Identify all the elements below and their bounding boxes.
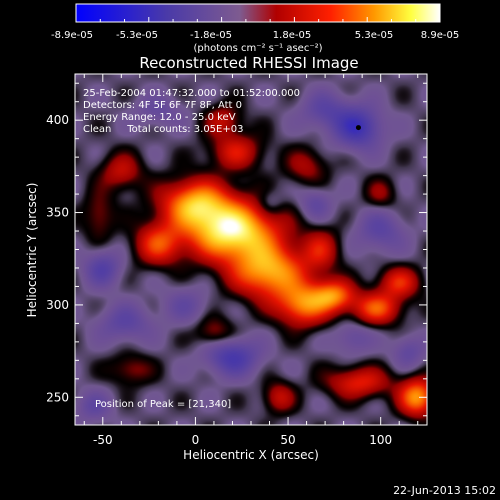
colorbar-tick-label: 5.3e-05 — [355, 30, 393, 41]
peak-position-label: Position of Peak = [21,340] — [95, 399, 231, 410]
colorbar-tick-label: -8.9e-05 — [51, 30, 93, 41]
annotation-detectors: Detectors: 4F 5F 6F 7F 8F, Att 0 — [83, 100, 242, 111]
heatmap-image — [75, 74, 427, 425]
annotation-energy-range: Energy Range: 12.0 - 25.0 keV — [83, 112, 236, 123]
colorbar — [75, 3, 441, 23]
chart-title: Reconstructed RHESSI Image — [139, 54, 358, 72]
x-tick-label: 50 — [280, 433, 295, 447]
footer-timestamp: 22-Jun-2013 15:02 — [393, 484, 496, 497]
y-tick-label: 300 — [46, 298, 69, 312]
x-tick-label: 100 — [369, 433, 392, 447]
x-tick-label: -50 — [93, 433, 113, 447]
x-tick-label: 0 — [192, 433, 200, 447]
colorbar-tick-label: 1.8e-05 — [273, 30, 311, 41]
info-annotations: 25-Feb-2004 01:47:32.000 to 01:52:00.000… — [83, 88, 300, 135]
colorbar-tick-label: -5.3e-05 — [116, 30, 158, 41]
y-tick-label: 250 — [46, 390, 69, 404]
colorbar-units-label: (photons cm⁻² s⁻¹ asec⁻²) — [193, 43, 322, 54]
colorbar-ticks — [75, 17, 441, 22]
y-axis-ticks — [75, 82, 427, 417]
annotation-time-range: 25-Feb-2004 01:47:32.000 to 01:52:00.000 — [83, 88, 300, 99]
y-tick-label: 350 — [46, 206, 69, 220]
colorbar-tick-label: -1.8e-05 — [190, 30, 232, 41]
x-axis-ticks — [83, 74, 419, 425]
y-tick-label: 400 — [46, 113, 69, 127]
y-axis-label: Heliocentric Y (arcsec) — [25, 183, 39, 318]
annotation-clean-counts: Clean Total counts: 3.05E+03 — [83, 124, 243, 135]
x-axis-label: Heliocentric X (arcsec) — [183, 448, 319, 462]
peak-marker — [355, 125, 361, 131]
colorbar-tick-label: 8.9e-05 — [421, 30, 459, 41]
colorbar-tick-labels: -8.9e-05 -5.3e-05 -1.8e-05 1.8e-05 5.3e-05 8.… — [51, 30, 459, 41]
x-axis-tick-labels: -50 0 50 100 — [93, 433, 392, 447]
y-axis-tick-labels: 250 300 350 400 — [46, 113, 69, 404]
